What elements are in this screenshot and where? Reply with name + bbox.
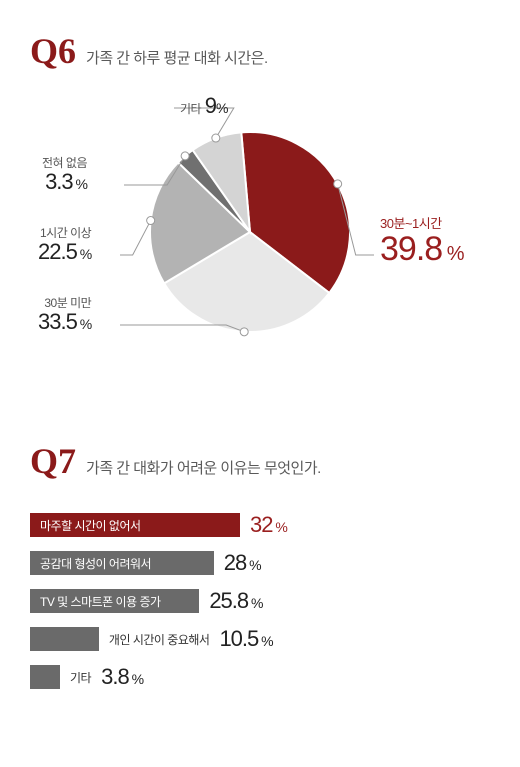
bar-row: 개인 시간이 중요해서 10.5 % [30, 624, 490, 654]
bar: TV 및 스마트폰 이용 증가 [30, 589, 199, 613]
bar-row: 기타 3.8 % [30, 662, 490, 692]
bar-row: TV 및 스마트폰 이용 증가 25.8 % [30, 586, 490, 616]
bar [30, 665, 60, 689]
q6-section: Q6 가족 간 하루 평균 대화 시간은. 30분~1시간39.8 % 30분 미… [30, 30, 490, 402]
bar-label: 마주할 시간이 없어서 [40, 517, 141, 534]
q6-pie-area: 30분~1시간39.8 % 30분 미만33.5 % 1시간 이상22.5 % 전혀 … [30, 82, 490, 402]
pie-slice-name: 30분~1시간 [380, 217, 464, 231]
bar-value: 10.5 % [219, 626, 272, 652]
pie-slice-value: 33.5 % [38, 309, 91, 334]
bar-value: 3.8 % [101, 664, 143, 690]
pie-label: 1시간 이상22.5 % [38, 227, 91, 264]
pie-slice-name: 기타 [180, 102, 201, 116]
pie-label: 기타 9% [180, 94, 227, 118]
q7-bar-chart: 마주할 시간이 없어서 32 % 공감대 형성이 어려워서 28 % TV 및 스마트폰… [30, 510, 490, 692]
q6-header: Q6 가족 간 하루 평균 대화 시간은. [30, 30, 490, 72]
q6-title: 가족 간 하루 평균 대화 시간은. [86, 47, 268, 68]
q7-title: 가족 간 대화가 어려운 이유는 무엇인가. [86, 457, 321, 478]
bar-value: 28 % [224, 550, 261, 576]
q6-pie-chart [140, 122, 360, 342]
pie-slice-value: 22.5 % [38, 239, 91, 264]
pie-label: 전혀 없음3.3 % [42, 157, 87, 194]
bar: 공감대 형성이 어려워서 [30, 551, 214, 575]
q7-section: Q7 가족 간 대화가 어려운 이유는 무엇인가. 마주할 시간이 없어서 32 … [30, 440, 490, 700]
pie-label: 30분~1시간39.8 % [380, 217, 464, 269]
bar-label: 기타 [70, 669, 91, 686]
pie-slice-value: 9% [205, 93, 228, 118]
bar: 마주할 시간이 없어서 [30, 513, 240, 537]
bar-row: 마주할 시간이 없어서 32 % [30, 510, 490, 540]
q6-number: Q6 [30, 30, 76, 72]
q7-number: Q7 [30, 440, 76, 482]
bar-label: 개인 시간이 중요해서 [109, 631, 210, 648]
bar-row: 공감대 형성이 어려워서 28 % [30, 548, 490, 578]
bar-label: 공감대 형성이 어려워서 [40, 555, 151, 572]
pie-slice-value: 39.8 % [380, 230, 464, 268]
bar-label: TV 및 스마트폰 이용 증가 [40, 593, 161, 610]
pie-slice-value: 3.3 % [45, 169, 87, 194]
bar-value: 32 % [250, 512, 287, 538]
bar [30, 627, 99, 651]
pie-label: 30분 미만33.5 % [38, 297, 91, 334]
bar-value: 25.8 % [209, 588, 262, 614]
q7-header: Q7 가족 간 대화가 어려운 이유는 무엇인가. [30, 440, 490, 482]
